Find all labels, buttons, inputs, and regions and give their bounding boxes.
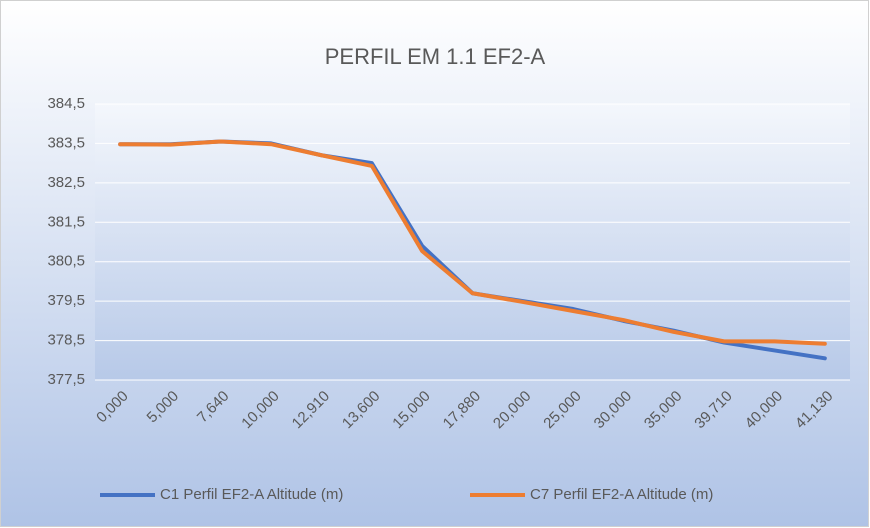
y-tick-label: 381,5: [47, 213, 85, 230]
legend-label: C1 Perfil EF2-A Altitude (m): [160, 486, 343, 503]
series-line: [118, 139, 827, 346]
chart-title: PERFIL EM 1.1 EF2-A: [325, 44, 546, 69]
y-tick-label: 377,5: [47, 371, 85, 388]
y-tick-label: 382,5: [47, 174, 85, 191]
y-tick-label: 379,5: [47, 292, 85, 309]
y-tick-label: 380,5: [47, 253, 85, 270]
y-tick-label: 378,5: [47, 332, 85, 349]
plot-area: [95, 104, 850, 380]
y-tick-label: 384,5: [47, 95, 85, 112]
y-tick-label: 383,5: [47, 134, 85, 151]
legend-label: C7 Perfil EF2-A Altitude (m): [530, 486, 713, 503]
